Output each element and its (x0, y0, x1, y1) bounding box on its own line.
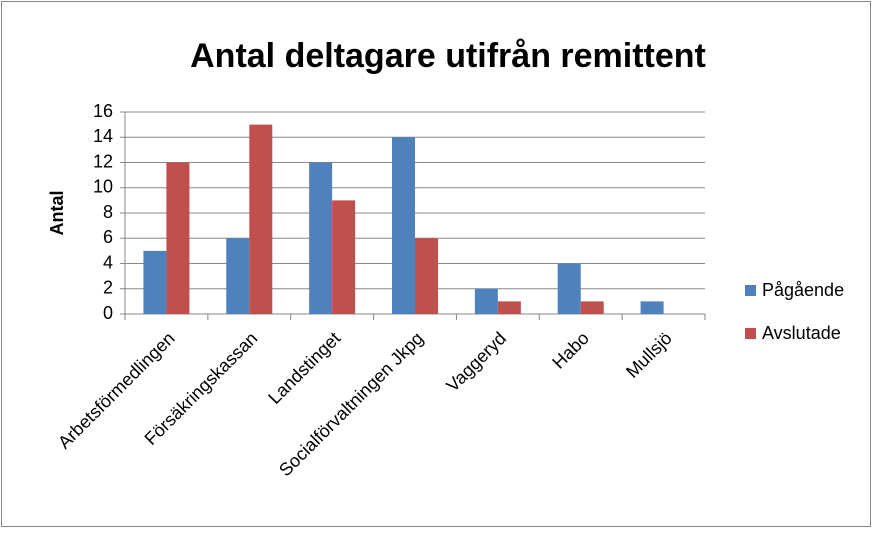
legend-swatch (745, 328, 756, 339)
legend-label: Pågående (762, 280, 844, 300)
y-tick-label: 12 (93, 151, 113, 171)
y-tick-label: 6 (103, 227, 113, 247)
bar (249, 124, 273, 314)
bar (143, 250, 167, 314)
bar (580, 301, 604, 314)
bar (166, 162, 190, 314)
bar (226, 238, 250, 314)
y-axis-label: Antal (47, 191, 67, 236)
chart-title: Antal deltagare utifrån remittent (190, 37, 706, 75)
y-tick-label: 2 (103, 278, 113, 298)
legend-label: Avslutade (762, 323, 841, 343)
y-tick-label: 4 (103, 252, 113, 272)
bar (497, 301, 521, 314)
y-tick-label: 8 (103, 202, 113, 222)
y-tick-label: 16 (93, 101, 113, 121)
bar (309, 162, 333, 314)
bar (332, 200, 356, 314)
y-tick-label: 10 (93, 177, 113, 197)
bar (640, 301, 664, 314)
bar (474, 288, 498, 314)
y-tick-label: 0 (103, 303, 113, 323)
bar (415, 238, 438, 314)
legend-swatch (745, 285, 756, 296)
bar (557, 263, 581, 314)
bar (392, 137, 415, 314)
y-tick-label: 14 (93, 126, 113, 146)
